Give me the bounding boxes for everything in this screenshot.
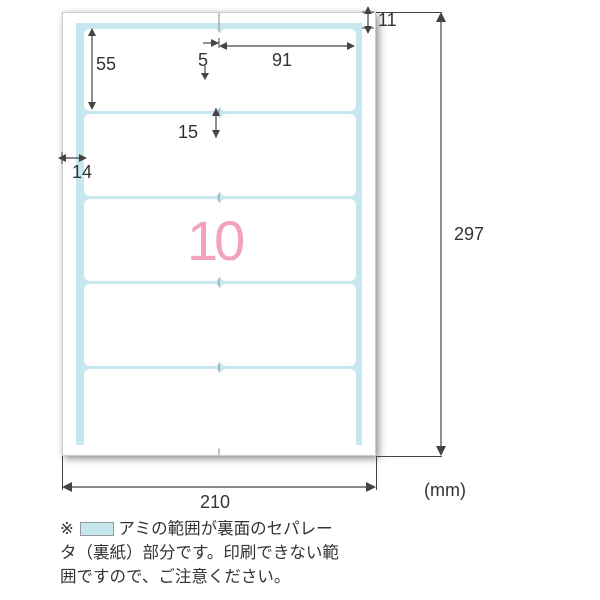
label-count: 10 <box>187 213 241 269</box>
label-cell <box>84 369 220 451</box>
legend-line1: アミの範囲が裏面のセパレー <box>118 520 332 538</box>
diagram-stage: 10 55 5 91 11 15 <box>0 0 600 600</box>
dim-top-margin: 11 <box>378 10 397 31</box>
dim-sheet-width: 210 <box>200 492 230 513</box>
dim-label-width: 91 <box>272 50 292 71</box>
dim-sheet-height-arrows <box>434 12 448 456</box>
dim-sheet-height-ext-bot <box>376 456 442 457</box>
dim-sheet-height: 297 <box>454 224 484 245</box>
dim-sheet-width-ext-r <box>376 456 377 490</box>
dim-top-margin-arrows <box>362 6 374 34</box>
label-cell <box>84 284 220 366</box>
dim-row-offset: 15 <box>178 122 198 143</box>
label-cell <box>220 284 356 366</box>
dim-sheet-height-ext-top <box>376 12 442 13</box>
label-sheet: 10 <box>62 12 376 456</box>
legend-prefix: ※ <box>60 520 74 538</box>
legend-line3: 囲ですので、ご注意ください。 <box>60 568 290 586</box>
dim-col-offset-tick <box>200 66 210 80</box>
label-cell <box>220 369 356 451</box>
unit-label: (mm) <box>424 480 466 501</box>
label-cell <box>220 114 356 196</box>
legend-swatch <box>80 522 114 536</box>
dim-left-margin: 14 <box>72 162 92 183</box>
legend-line2: タ（裏紙）部分です。印刷できない範 <box>60 544 339 562</box>
dim-label-height: 55 <box>96 54 116 75</box>
legend-note: ※ アミの範囲が裏面のセパレー タ（裏紙）部分です。印刷できない範 囲ですので、… <box>60 518 480 590</box>
label-cell <box>84 114 220 196</box>
dim-row-offset-arrows <box>210 108 222 138</box>
